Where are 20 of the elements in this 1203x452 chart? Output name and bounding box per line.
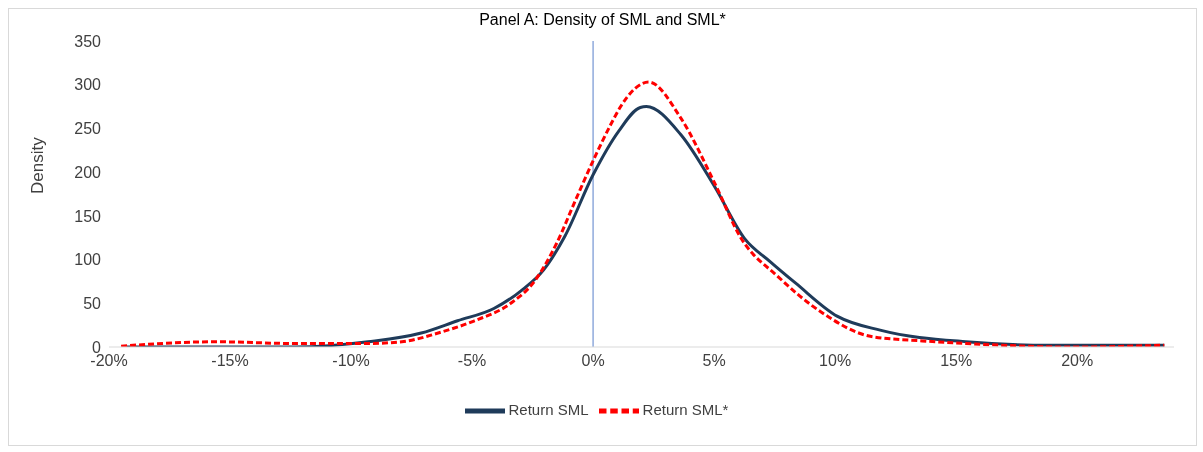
legend-label: Return SML bbox=[508, 400, 589, 418]
legend-label: Return SML* bbox=[642, 400, 729, 418]
x-tick-label: -15% bbox=[211, 352, 249, 370]
x-tick-label: 5% bbox=[702, 352, 726, 370]
y-axis-title: Density bbox=[28, 136, 48, 194]
x-tick-label: -10% bbox=[332, 352, 370, 370]
y-tick-label: 250 bbox=[74, 120, 102, 138]
y-tick-label: 100 bbox=[74, 251, 102, 269]
y-tick-label: 300 bbox=[74, 76, 102, 94]
y-tick-label: 200 bbox=[74, 163, 102, 181]
x-tick-label: 0% bbox=[581, 352, 605, 370]
x-tick-label: 15% bbox=[940, 352, 973, 370]
x-tick-label: -20% bbox=[90, 352, 128, 370]
x-tick-label: -5% bbox=[457, 352, 487, 370]
y-tick-label: 50 bbox=[83, 294, 102, 312]
y-tick-label: 350 bbox=[74, 32, 102, 50]
x-tick-label: 10% bbox=[819, 352, 852, 370]
chart-title: Panel A: Density of SML and SML* bbox=[478, 10, 727, 30]
x-tick-label: 20% bbox=[1061, 352, 1094, 370]
y-tick-label: 150 bbox=[74, 207, 102, 225]
